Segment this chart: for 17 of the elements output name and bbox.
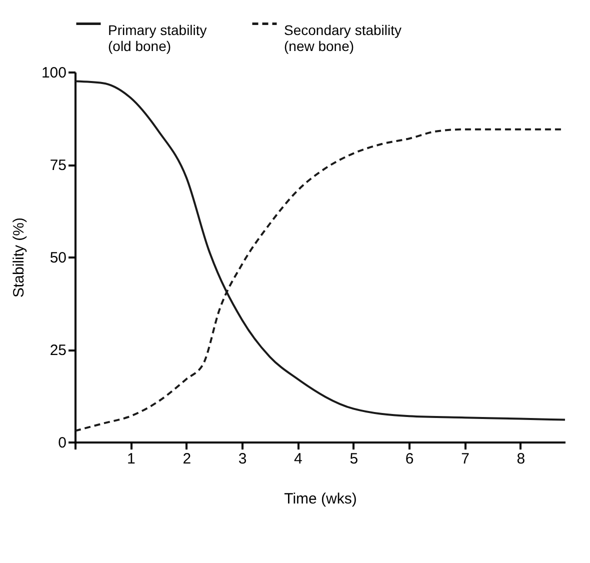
y-tick-label: 100 bbox=[41, 64, 66, 82]
x-tick-label: 5 bbox=[350, 450, 358, 468]
x-axis-title: Time (wks) bbox=[284, 490, 357, 508]
x-tick-label: 1 bbox=[127, 450, 136, 468]
y-tick-label: 25 bbox=[50, 342, 66, 359]
y-tick-label: 0 bbox=[58, 434, 66, 452]
y-tick-label: 50 bbox=[50, 250, 66, 266]
x-tick-label: 6 bbox=[405, 450, 414, 468]
x-tick-label: 3 bbox=[238, 450, 247, 468]
legend-label: Primary stability (old bone) bbox=[108, 22, 207, 54]
x-tick-label: 7 bbox=[461, 450, 470, 468]
y-axis-title: Stability (%) bbox=[10, 217, 28, 298]
x-tick-label: 4 bbox=[294, 450, 302, 468]
x-tick-label: 2 bbox=[182, 450, 192, 468]
y-tick-label: 75 bbox=[50, 157, 66, 174]
legend-label: Secondary stability (new bone) bbox=[284, 22, 402, 54]
x-tick-label: 8 bbox=[516, 450, 526, 468]
